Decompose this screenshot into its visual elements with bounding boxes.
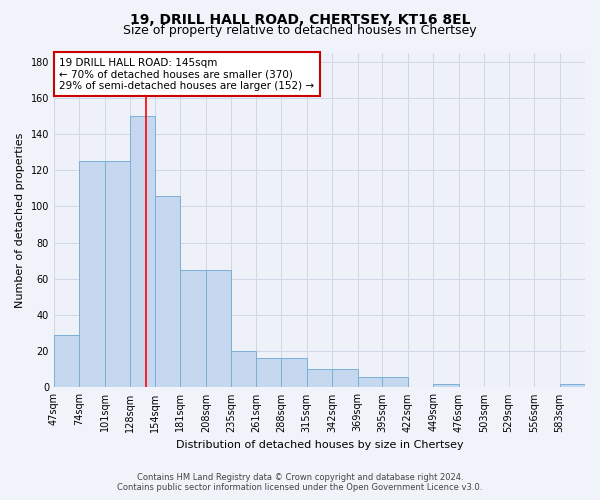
Bar (433, 384, 458, 388)
Text: 19 DRILL HALL ROAD: 145sqm
← 70% of detached houses are smaller (370)
29% of sem: 19 DRILL HALL ROAD: 145sqm ← 70% of deta… (59, 58, 314, 90)
Y-axis label: Number of detached properties: Number of detached properties (15, 132, 25, 308)
Bar (281, 358, 307, 388)
Text: 19, DRILL HALL ROAD, CHERTSEY, KT16 8EL: 19, DRILL HALL ROAD, CHERTSEY, KT16 8EL (130, 12, 470, 26)
Bar (231, 351, 256, 388)
Bar (181, 270, 206, 388)
Text: Size of property relative to detached houses in Chertsey: Size of property relative to detached ho… (123, 24, 477, 37)
Bar (79, 161, 105, 388)
Bar (358, 376, 382, 388)
Bar (206, 270, 231, 388)
Bar (560, 384, 585, 388)
Bar (307, 370, 332, 388)
Bar (382, 376, 407, 388)
Bar (155, 196, 181, 388)
Bar (105, 161, 130, 388)
Bar (54, 335, 79, 388)
Bar (256, 358, 281, 388)
Text: Contains HM Land Registry data © Crown copyright and database right 2024.
Contai: Contains HM Land Registry data © Crown c… (118, 473, 482, 492)
Bar (130, 116, 155, 388)
Bar (332, 370, 358, 388)
X-axis label: Distribution of detached houses by size in Chertsey: Distribution of detached houses by size … (176, 440, 463, 450)
